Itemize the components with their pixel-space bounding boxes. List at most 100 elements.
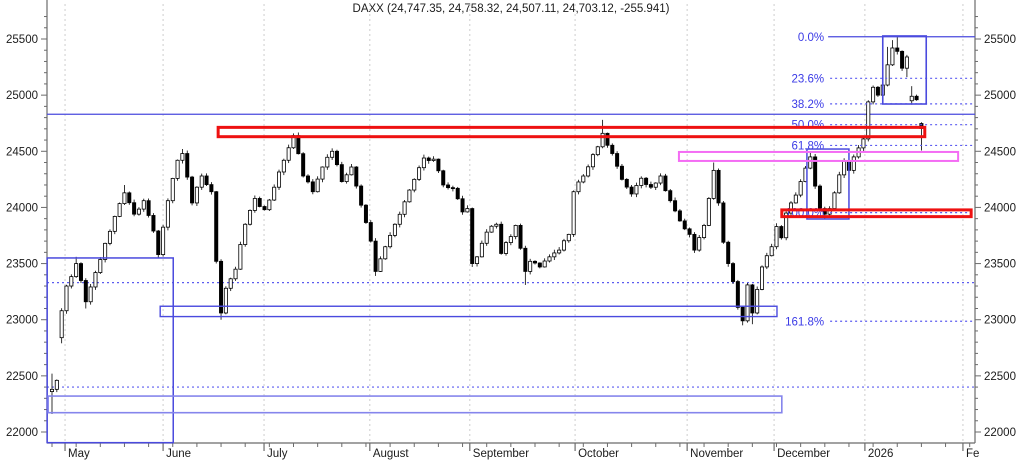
candle [363, 204, 368, 224]
month-label: August [373, 448, 410, 460]
candles-layer [50, 37, 924, 415]
may-range-box [46, 257, 174, 444]
candle [875, 85, 880, 97]
y-axis-label-left: 22500 [6, 371, 38, 383]
candle [107, 229, 112, 246]
candle [93, 270, 98, 290]
candle [334, 149, 339, 167]
candle [74, 256, 79, 278]
candle [117, 202, 122, 218]
candle [494, 222, 499, 229]
candle [301, 152, 306, 178]
candle [132, 199, 137, 217]
candle [441, 169, 446, 188]
candle [64, 284, 69, 314]
candle [421, 154, 426, 171]
fib-label-23.6%: 23.6% [792, 73, 825, 85]
candle [286, 144, 291, 164]
candle [735, 279, 740, 310]
month-label: May [68, 448, 90, 460]
candle [238, 241, 243, 270]
candle [600, 119, 605, 149]
candle [711, 162, 716, 200]
candle [281, 158, 286, 176]
candle [185, 150, 190, 180]
january-top-box [881, 35, 928, 105]
candle [475, 255, 480, 267]
candle [455, 186, 460, 200]
candle [359, 184, 364, 208]
candle [673, 197, 678, 213]
candle [542, 258, 547, 268]
candle [219, 259, 224, 320]
candle [499, 221, 504, 255]
candle [402, 199, 407, 218]
y-axis-label-right: 23000 [984, 315, 1016, 327]
candle [832, 191, 837, 210]
candle [112, 215, 117, 235]
y-axis-label-right: 22500 [984, 371, 1016, 383]
candle [127, 191, 132, 205]
candle [648, 181, 653, 189]
candle [586, 164, 591, 178]
candle [697, 235, 702, 252]
candle [755, 286, 760, 315]
y-axis-label-right: 25500 [984, 34, 1016, 46]
candle [528, 258, 533, 275]
candle [98, 257, 103, 275]
candle [895, 37, 900, 55]
candle [798, 179, 803, 198]
candle [83, 278, 88, 309]
candle [417, 165, 422, 182]
candle [702, 223, 707, 240]
june-low-support-box [159, 305, 778, 318]
candle [639, 176, 644, 189]
y-axis-label-left: 22000 [6, 427, 38, 439]
candle [407, 189, 412, 203]
candle [619, 164, 624, 181]
candle [590, 153, 595, 170]
candle [605, 132, 610, 148]
candle [446, 182, 451, 190]
candle [252, 195, 257, 213]
candle [310, 179, 315, 195]
candle [262, 205, 267, 211]
candle [190, 175, 195, 206]
y-axis-label-left: 24500 [6, 146, 38, 158]
candle [209, 182, 214, 195]
candle [368, 220, 373, 243]
candle [900, 50, 905, 71]
candle [59, 308, 64, 344]
candle [537, 262, 542, 269]
candle [610, 143, 615, 156]
candle [397, 211, 402, 228]
candle [450, 185, 455, 192]
candle [557, 247, 562, 255]
candle [731, 262, 736, 285]
candle [721, 201, 726, 244]
candle [716, 168, 721, 206]
fib-label-38.2%: 38.2% [792, 99, 825, 111]
red-resistance-box [216, 125, 927, 139]
candle [774, 223, 779, 250]
candle [426, 156, 431, 164]
candle [465, 205, 470, 213]
candle [914, 94, 919, 101]
candle [325, 154, 330, 170]
month-label: December [777, 448, 830, 460]
candle [644, 177, 649, 188]
candle [504, 241, 509, 256]
candle [460, 195, 465, 215]
candle [344, 172, 349, 184]
candle [668, 189, 673, 203]
candle [388, 232, 393, 249]
candle [861, 135, 866, 151]
y-axis-label-left: 23500 [6, 259, 38, 271]
fib-label-161.8%: 161.8% [785, 316, 824, 328]
candle [813, 153, 818, 189]
candle [518, 223, 523, 250]
candle [436, 158, 441, 173]
candle [726, 240, 731, 267]
candle [175, 159, 180, 181]
